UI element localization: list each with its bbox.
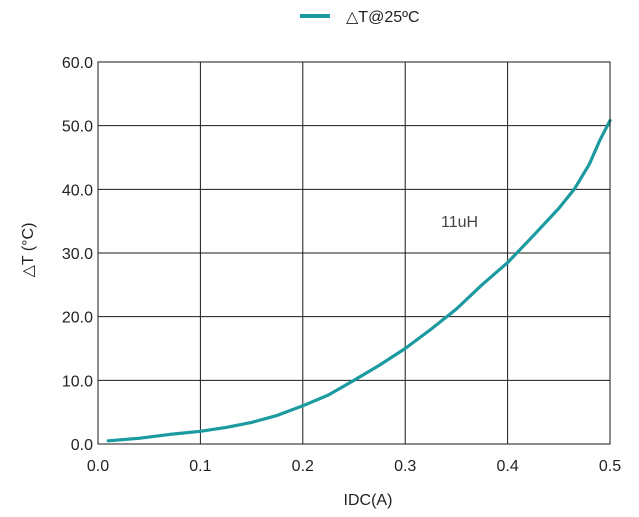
- x-tick-label: 0.1: [189, 458, 211, 475]
- plot-frame: [97, 61, 611, 445]
- x-tick-label: 0.3: [394, 458, 416, 475]
- x-tick-label: 0.0: [87, 458, 109, 475]
- y-tick-label: 50.0: [62, 119, 93, 136]
- y-axis-title: △T (°C): [20, 223, 37, 278]
- x-tick-label: 0.5: [599, 458, 621, 475]
- annotation-label: 11uH: [441, 214, 478, 231]
- series-line: [106, 118, 612, 443]
- grid: [97, 61, 611, 445]
- y-tick-label: 10.0: [62, 373, 93, 390]
- y-tick-label: 30.0: [62, 246, 93, 263]
- series-layer: [106, 118, 612, 443]
- axes: 0.0 0.1 0.2 0.3 0.4 0.5 0.0 10.0 20.0 30.0 40.0 50.…: [20, 55, 621, 509]
- legend: △T@25ºC: [300, 9, 420, 26]
- x-axis-title: IDC(A): [344, 492, 393, 509]
- annotations: 11uH: [441, 214, 478, 231]
- y-tick-label: 40.0: [62, 182, 93, 199]
- y-tick-label: 0.0: [71, 437, 93, 454]
- y-tick-label: 60.0: [62, 55, 93, 72]
- y-tick-label: 20.0: [62, 310, 93, 327]
- legend-label: △T@25ºC: [346, 9, 420, 26]
- x-tick-label: 0.4: [496, 458, 518, 475]
- x-tick-label: 0.2: [292, 458, 314, 475]
